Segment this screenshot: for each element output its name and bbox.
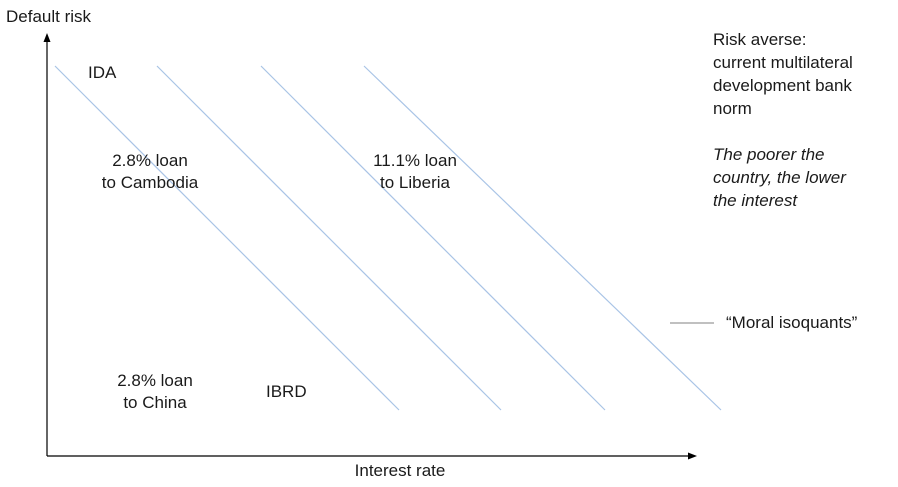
note-heading-line-2: current multilateral xyxy=(713,53,853,72)
liberia-loan-label: 11.1% loan to Liberia xyxy=(340,150,490,194)
note-heading-line-4: norm xyxy=(713,99,752,118)
liberia-loan-line-2: to Liberia xyxy=(380,173,450,192)
isoquant-line-4 xyxy=(363,65,722,411)
cambodia-loan-line-2: to Cambodia xyxy=(101,173,199,192)
china-loan-line-1: 2.8% loan xyxy=(117,371,193,390)
ibrd-label: IBRD xyxy=(266,382,307,401)
x-axis-arrow xyxy=(688,452,697,460)
note-italic-line-3: the interest xyxy=(713,191,798,210)
cambodia-loan-line-1: 2.8% loan xyxy=(112,151,188,170)
risk-averse-note: Risk averse: current multilateral develo… xyxy=(713,28,853,212)
liberia-loan-line-1: 11.1% loan xyxy=(373,151,457,170)
x-axis-label: Interest rate xyxy=(354,461,446,480)
note-italic-line-2: country, the lower xyxy=(713,168,846,187)
note-heading-line-3: development bank xyxy=(713,76,852,95)
y-axis-arrow xyxy=(43,33,51,42)
isoquant-line-1 xyxy=(54,65,400,411)
note-spacer xyxy=(713,120,853,143)
note-italic-line-1: The poorer the xyxy=(713,145,825,164)
cambodia-loan-label: 2.8% loan to Cambodia xyxy=(70,150,230,194)
isoquant-line-2 xyxy=(156,65,502,411)
note-heading-line-1: Risk averse: xyxy=(713,30,807,49)
y-axis-label: Default risk xyxy=(6,7,92,26)
isoquant-line-3 xyxy=(260,65,606,411)
china-loan-label: 2.8% loan to China xyxy=(90,370,220,414)
moral-isoquants-legend-label: “Moral isoquants” xyxy=(726,313,858,332)
ida-label: IDA xyxy=(88,63,117,82)
china-loan-line-2: to China xyxy=(123,393,187,412)
